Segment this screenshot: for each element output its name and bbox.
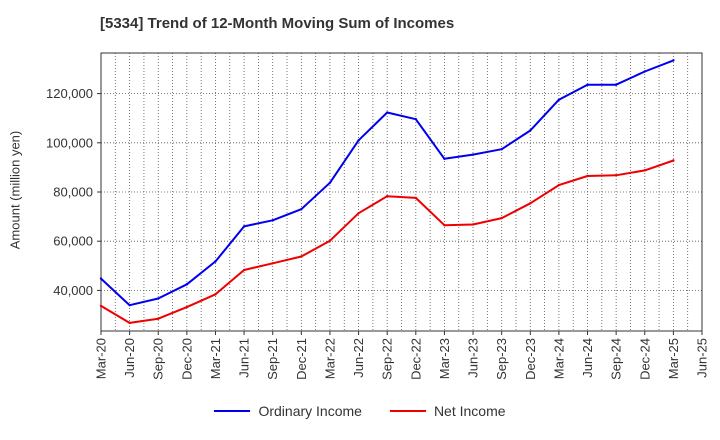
data-point-ordinary-income — [385, 111, 389, 114]
data-point-net-income — [385, 194, 389, 198]
data-point-ordinary-income — [300, 208, 303, 211]
data-point-net-income — [357, 211, 360, 215]
y-tick-label: 100,000 — [46, 135, 93, 150]
data-point-ordinary-income — [471, 153, 475, 156]
y-tick-label: 40,000 — [53, 283, 93, 298]
legend-swatch-ordinary-income — [214, 410, 251, 412]
data-point-ordinary-income — [214, 260, 217, 263]
data-point-ordinary-income — [672, 59, 675, 62]
data-point-ordinary-income — [414, 117, 418, 121]
data-point-ordinary-income — [185, 283, 189, 286]
x-tick-label: Dec-23 — [523, 338, 538, 380]
data-point-net-income — [586, 174, 589, 178]
x-tick-label: Mar-24 — [551, 338, 566, 379]
data-point-ordinary-income — [443, 157, 446, 160]
legend-item-net-income: Net Income — [389, 403, 506, 419]
data-point-net-income — [614, 174, 618, 177]
x-tick-label: Jun-23 — [466, 338, 481, 378]
data-point-ordinary-income — [128, 303, 131, 307]
legend-swatch-net-income — [389, 410, 426, 412]
data-point-net-income — [672, 159, 675, 162]
legend-item-ordinary-income: Ordinary Income — [214, 403, 362, 419]
x-tick-label: Jun-22 — [351, 338, 366, 378]
x-tick-label: Sep-21 — [265, 338, 280, 380]
data-point-net-income — [443, 224, 446, 227]
legend-label-ordinary-income: Ordinary Income — [258, 403, 362, 419]
data-point-ordinary-income — [357, 139, 360, 142]
legend-label-net-income: Net Income — [433, 403, 506, 419]
x-tick-label: Dec-22 — [408, 338, 423, 380]
x-tick-label: Sep-20 — [151, 338, 166, 380]
data-point-net-income — [271, 262, 274, 265]
data-point-net-income — [328, 239, 332, 242]
x-tick-label: Mar-22 — [322, 338, 337, 379]
x-tick-label: Dec-21 — [294, 338, 309, 380]
data-point-net-income — [185, 305, 189, 309]
y-tick-label: 80,000 — [53, 185, 93, 200]
data-point-ordinary-income — [586, 83, 589, 86]
x-tick-label: Jun-20 — [122, 338, 137, 378]
x-tick-label: Mar-20 — [94, 338, 109, 379]
x-tick-label: Mar-23 — [437, 338, 452, 379]
x-tick-label: Jun-24 — [580, 338, 595, 378]
data-point-ordinary-income — [242, 225, 246, 228]
chart-title: [5334] Trend of 12-Month Moving Sum of I… — [100, 15, 455, 32]
data-point-net-income — [500, 216, 503, 220]
data-point-net-income — [214, 293, 217, 296]
data-point-net-income — [157, 317, 160, 320]
data-point-ordinary-income — [557, 98, 561, 101]
x-tick-label: Jun-25 — [695, 338, 710, 378]
data-point-net-income — [128, 321, 131, 325]
y-tick-label: 120,000 — [46, 86, 93, 101]
data-point-net-income — [529, 202, 532, 205]
x-tick-label: Dec-20 — [179, 338, 194, 380]
data-point-ordinary-income — [157, 297, 160, 300]
data-point-ordinary-income — [643, 70, 646, 73]
data-point-ordinary-income — [500, 147, 503, 151]
x-tick-label: Mar-21 — [208, 338, 223, 379]
x-tick-label: Sep-23 — [494, 338, 509, 380]
data-point-net-income — [557, 183, 561, 187]
data-point-net-income — [471, 223, 475, 226]
x-tick-label: Dec-24 — [637, 338, 652, 380]
data-point-ordinary-income — [614, 83, 618, 86]
y-tick-label: 60,000 — [53, 234, 93, 249]
data-point-ordinary-income — [529, 129, 532, 132]
data-point-net-income — [242, 268, 246, 272]
data-point-net-income — [300, 255, 303, 258]
x-tick-label: Sep-22 — [380, 338, 395, 380]
series-line-net-income — [100, 159, 674, 324]
data-point-net-income — [643, 169, 646, 172]
data-point-ordinary-income — [99, 277, 103, 280]
data-point-ordinary-income — [328, 181, 332, 184]
data-point-net-income — [414, 196, 418, 200]
x-tick-label: Jun-21 — [237, 338, 252, 378]
x-tick-label: Sep-24 — [609, 338, 624, 380]
x-tick-label: Mar-25 — [666, 338, 681, 379]
data-point-ordinary-income — [271, 219, 274, 222]
legend: Ordinary Income Net Income — [0, 403, 720, 419]
data-point-net-income — [99, 304, 103, 308]
